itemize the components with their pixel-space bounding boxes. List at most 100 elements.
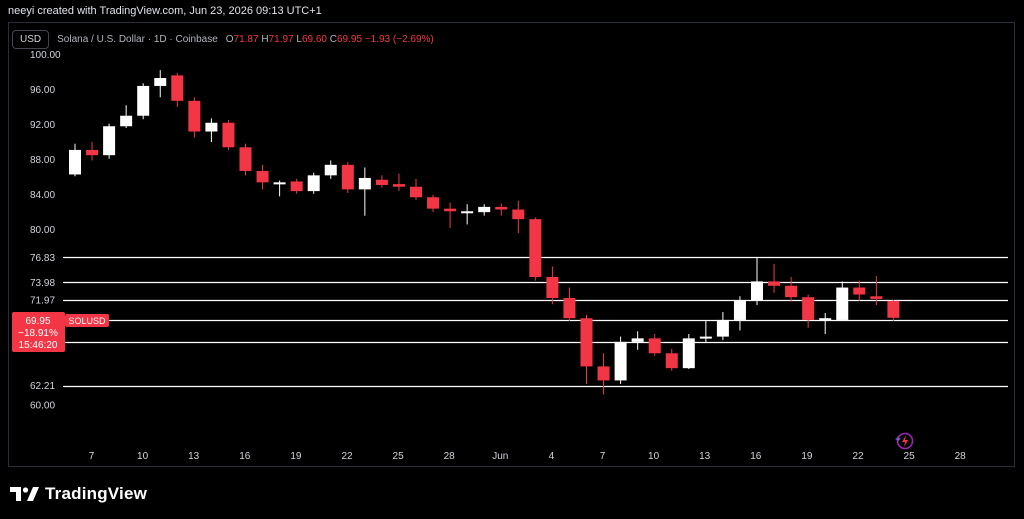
y-tick-label: 100.00 [30, 50, 61, 61]
candle-body-up [819, 318, 832, 321]
x-tick-label: 28 [444, 451, 456, 462]
x-tick-label: Jun [492, 451, 508, 462]
candle-bodies [69, 75, 900, 381]
y-tick-label: 88.00 [30, 155, 55, 166]
open-value: 71.87 [233, 33, 259, 45]
candle-body-up [614, 341, 627, 381]
candle-body-down [870, 296, 883, 299]
x-tick-label: 7 [600, 451, 606, 462]
x-tick-label: 25 [904, 451, 916, 462]
x-tick-label: 10 [137, 451, 149, 462]
low-value: 69.60 [301, 33, 327, 45]
candle-body-down [802, 297, 815, 320]
brand-name: TradingView [45, 484, 148, 503]
candle-body-down [188, 100, 201, 132]
y-tick-label: 80.00 [30, 225, 55, 236]
candle-body-down [256, 170, 269, 183]
candle-body-down [768, 281, 781, 286]
candle-body-up [137, 85, 150, 116]
horizontal-levels [63, 256, 1008, 388]
candle-body-up [751, 281, 763, 301]
candle-body-down [375, 179, 388, 185]
candle-body-up [682, 338, 695, 369]
price-tag: 69.95 −18.91% 15:46:20 SOLUSD [12, 312, 109, 352]
candle-body-up [716, 319, 729, 337]
candle-body-down [887, 300, 900, 318]
sparkle-lightning-icon[interactable] [895, 432, 914, 450]
high-value: 71.97 [268, 33, 294, 45]
candle-body-up [103, 126, 116, 156]
candle-body-down [648, 338, 661, 354]
x-tick-label: 16 [239, 451, 251, 462]
y-tick-label: 60.00 [30, 400, 55, 411]
y-tick-label: 76.83 [30, 253, 55, 264]
candle-body-down [665, 353, 678, 369]
candle-body-down [392, 184, 405, 187]
y-tick-label: 71.97 [30, 296, 55, 307]
candle-body-up [307, 175, 320, 192]
candle-body-down [410, 186, 422, 198]
x-tick-label: 13 [699, 451, 711, 462]
candle-body-down [580, 318, 593, 367]
candle-body-up [358, 177, 371, 190]
x-tick-label: 28 [955, 451, 967, 462]
candle-body-down [512, 209, 525, 220]
created-by-text: neeyi created with TradingView.com, Jun … [8, 5, 322, 17]
candle-body-down [290, 181, 303, 192]
candle-body-down [853, 287, 866, 295]
x-tick-label: 10 [648, 451, 660, 462]
candle-body-up [69, 149, 81, 175]
price-tag-change: −18.91% [18, 328, 58, 339]
candle-body-down [546, 277, 559, 299]
change-value: −1.93 (−2.69%) [364, 33, 434, 45]
x-tick-label: 13 [188, 451, 200, 462]
candle-body-up [836, 287, 849, 320]
candle-body-down [597, 366, 610, 381]
x-tick-label: 19 [290, 451, 302, 462]
candle-body-up [120, 115, 133, 127]
x-tick-label: 25 [393, 451, 405, 462]
candle-body-down [86, 149, 99, 156]
chart-legend: USD Solana / U.S. Dollar · 1D · Coinbase… [12, 28, 434, 50]
open-label: O [225, 33, 234, 45]
candle-body-up [461, 211, 474, 214]
candle-body-up [733, 300, 746, 320]
y-tick-label: 62.21 [30, 381, 55, 392]
price-tag-price: 69.95 [25, 316, 50, 327]
candle-body-down [427, 197, 440, 209]
y-axis-labels: 100.00 96.00 92.00 88.00 84.00 80.00 76.83 73.9… [30, 50, 61, 412]
candle-body-down [341, 164, 354, 190]
low-label: L [296, 33, 302, 45]
x-tick-label: 22 [852, 451, 864, 462]
y-tick-label: 92.00 [30, 120, 55, 131]
candle-body-down [563, 298, 576, 319]
candle-body-up [699, 336, 712, 339]
y-tick-label: 84.00 [30, 190, 55, 201]
x-tick-label: 22 [341, 451, 353, 462]
top-bar: neeyi created with TradingView.com, Jun … [0, 0, 1024, 22]
candle-body-down [785, 285, 798, 298]
x-tick-label: 4 [549, 451, 555, 462]
candle-body-down [495, 206, 508, 210]
candle-body-down [529, 219, 542, 278]
close-label: C [329, 33, 337, 45]
candle-body-up [273, 182, 286, 185]
tradingview-logo-icon [10, 487, 39, 501]
ohlc-values: O71.87 H71.97 L69.60 C69.95 −1.93 (−2.69… [226, 34, 434, 45]
symbol-description[interactable]: Solana / U.S. Dollar · 1D · Coinbase [57, 33, 218, 45]
candle-body-down [171, 75, 184, 101]
candle-body-down [239, 147, 252, 171]
candlestick-chart[interactable]: 100.00 96.00 92.00 88.00 84.00 80.00 76.83 73.9… [8, 22, 1015, 467]
high-label: H [261, 33, 269, 45]
x-tick-label: 7 [89, 451, 95, 462]
candle-body-down [222, 122, 235, 148]
candle-body-up [205, 122, 218, 132]
candle-body-down [444, 208, 457, 212]
y-tick-label: 73.98 [30, 278, 55, 289]
symbol-tag-text: SOLUSD [68, 316, 106, 326]
price-tag-countdown: 15:46:20 [19, 340, 58, 351]
x-tick-label: 16 [750, 451, 762, 462]
currency-button[interactable]: USD [12, 29, 50, 49]
candle-body-up [478, 206, 491, 213]
brand[interactable]: TradingView [10, 484, 147, 504]
